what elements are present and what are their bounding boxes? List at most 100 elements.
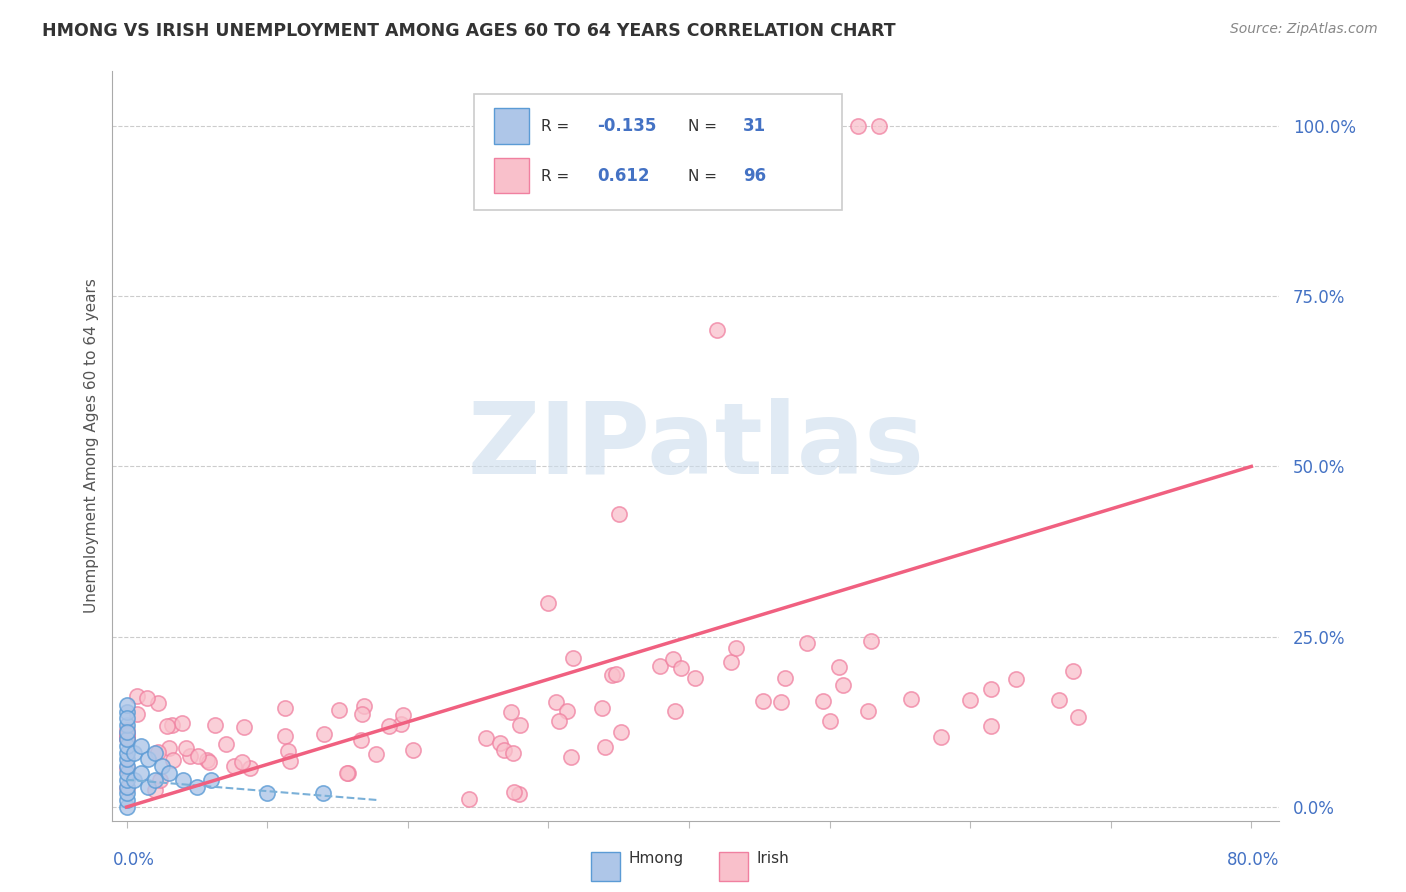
Point bbox=[115, 759, 138, 773]
Text: 0.0%: 0.0% bbox=[112, 851, 155, 869]
Point bbox=[150, 759, 173, 773]
Point bbox=[1062, 664, 1084, 678]
Point bbox=[489, 736, 512, 750]
Point bbox=[200, 772, 222, 787]
Point bbox=[278, 754, 301, 768]
Point bbox=[818, 714, 841, 729]
Point bbox=[115, 793, 138, 807]
Y-axis label: Unemployment Among Ages 60 to 64 years: Unemployment Among Ages 60 to 64 years bbox=[83, 278, 98, 614]
Point bbox=[858, 704, 880, 718]
FancyBboxPatch shape bbox=[494, 108, 529, 144]
Point bbox=[492, 742, 515, 756]
Point bbox=[187, 749, 209, 764]
FancyBboxPatch shape bbox=[494, 158, 529, 194]
Point bbox=[720, 656, 742, 670]
Point bbox=[115, 728, 138, 742]
Point bbox=[115, 781, 138, 796]
Point bbox=[773, 671, 796, 685]
Point bbox=[959, 692, 981, 706]
Point bbox=[129, 739, 152, 753]
Point bbox=[593, 740, 616, 755]
Point bbox=[115, 761, 138, 775]
Point bbox=[557, 704, 579, 718]
Point bbox=[353, 698, 375, 713]
Text: N =: N = bbox=[688, 119, 717, 134]
Point bbox=[136, 752, 159, 766]
Point bbox=[148, 696, 170, 710]
Point bbox=[122, 772, 145, 787]
Point bbox=[115, 705, 138, 719]
FancyBboxPatch shape bbox=[474, 94, 842, 210]
Point bbox=[179, 748, 201, 763]
Point bbox=[751, 694, 773, 708]
Point bbox=[502, 746, 524, 760]
Point bbox=[143, 783, 166, 797]
Point bbox=[274, 700, 297, 714]
Point bbox=[115, 698, 138, 712]
Point bbox=[600, 668, 623, 682]
Text: 96: 96 bbox=[742, 168, 766, 186]
Point bbox=[149, 772, 172, 787]
Point bbox=[508, 787, 530, 801]
Point bbox=[127, 707, 149, 722]
Point bbox=[195, 753, 218, 767]
Point bbox=[796, 635, 818, 649]
Point bbox=[828, 659, 851, 673]
Point bbox=[560, 749, 582, 764]
Point bbox=[276, 744, 298, 758]
Point bbox=[769, 695, 792, 709]
Point bbox=[832, 678, 855, 692]
Point bbox=[1066, 710, 1088, 724]
Point bbox=[172, 772, 194, 787]
Point bbox=[591, 701, 613, 715]
Point bbox=[352, 707, 374, 722]
FancyBboxPatch shape bbox=[591, 852, 620, 880]
Point bbox=[115, 746, 138, 760]
Point bbox=[115, 772, 138, 787]
Point bbox=[231, 756, 253, 770]
Point bbox=[610, 725, 633, 739]
Text: Source: ZipAtlas.com: Source: ZipAtlas.com bbox=[1230, 22, 1378, 37]
Point bbox=[115, 718, 138, 732]
Point bbox=[811, 694, 834, 708]
Point bbox=[548, 714, 571, 728]
Point bbox=[501, 706, 523, 720]
Text: 31: 31 bbox=[742, 117, 766, 135]
Point bbox=[607, 507, 630, 521]
Text: ZIPatlas: ZIPatlas bbox=[468, 398, 924, 494]
Point bbox=[143, 746, 166, 760]
Point bbox=[127, 689, 149, 703]
Point bbox=[204, 717, 226, 731]
Text: R =: R = bbox=[541, 169, 569, 184]
Point bbox=[605, 667, 627, 681]
Point bbox=[135, 690, 157, 705]
Point bbox=[115, 800, 138, 814]
Point bbox=[143, 772, 166, 787]
Point bbox=[868, 119, 890, 133]
Text: N =: N = bbox=[688, 169, 717, 184]
Point bbox=[1004, 672, 1026, 686]
Point bbox=[186, 780, 208, 794]
Text: Hmong: Hmong bbox=[628, 851, 683, 865]
Text: Irish: Irish bbox=[756, 851, 789, 865]
Text: 0.612: 0.612 bbox=[596, 168, 650, 186]
Point bbox=[846, 119, 869, 133]
Point bbox=[537, 596, 560, 610]
Point bbox=[197, 756, 219, 770]
Point bbox=[328, 702, 350, 716]
Point bbox=[122, 746, 145, 760]
Point bbox=[115, 766, 138, 780]
Point bbox=[350, 733, 373, 747]
Point bbox=[860, 634, 883, 648]
Point bbox=[156, 719, 179, 733]
Point bbox=[239, 761, 262, 775]
Point bbox=[662, 652, 685, 666]
Point bbox=[502, 784, 524, 798]
Point bbox=[115, 725, 138, 739]
Point bbox=[115, 730, 138, 744]
Point bbox=[256, 786, 278, 800]
Point bbox=[364, 747, 387, 762]
Point bbox=[562, 651, 585, 665]
Point bbox=[174, 741, 197, 756]
Point bbox=[222, 759, 245, 773]
